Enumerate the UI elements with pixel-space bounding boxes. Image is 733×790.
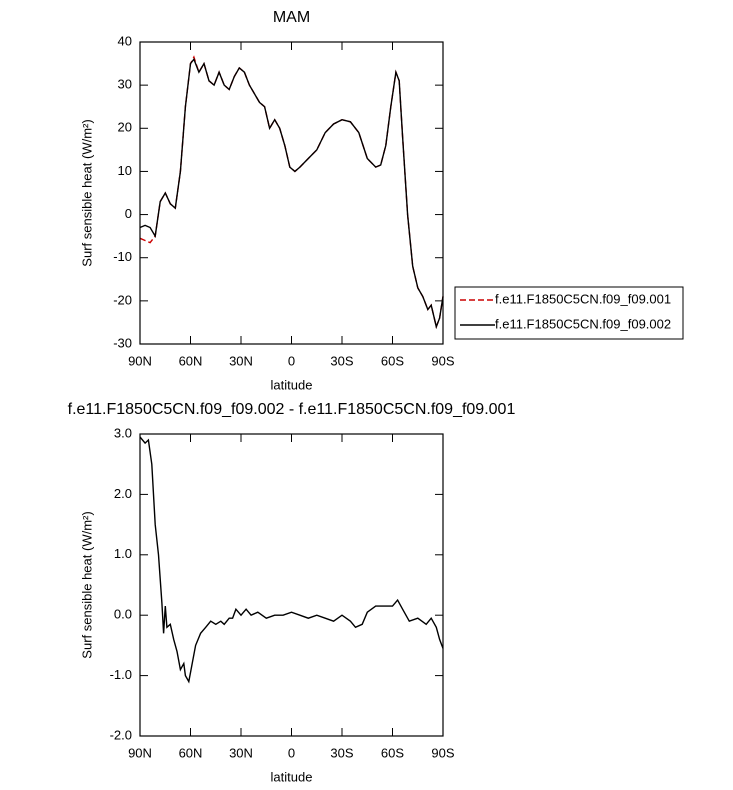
y-tick-label: -10 [113, 249, 132, 264]
y-axis-label: Surf sensible heat (W/m²) [79, 119, 94, 266]
x-tick-label: 60S [381, 353, 404, 368]
legend-label: f.e11.F1850C5CN.f09_f09.002 [495, 316, 671, 331]
data-line [139, 57, 444, 330]
y-tick-label: 3.0 [114, 425, 132, 440]
x-tick-label: 90N [128, 745, 152, 760]
plot-frame [139, 41, 444, 345]
data-line [139, 436, 444, 684]
y-tick-label: 0 [125, 206, 132, 221]
x-tick-label: 90S [431, 745, 454, 760]
x-tick-label: 90S [431, 353, 454, 368]
plot-frame [139, 433, 444, 737]
y-tick-label: 10 [118, 163, 132, 178]
y-tick-label: 0.0 [114, 607, 132, 622]
data-line [139, 55, 444, 330]
x-tick-label: 30N [229, 745, 253, 760]
x-tick-label: 30S [330, 745, 353, 760]
x-tick-label: 90N [128, 353, 152, 368]
y-axis-label: Surf sensible heat (W/m²) [79, 511, 94, 658]
y-tick-label: -1.0 [110, 667, 132, 682]
y-tick-label: -20 [113, 292, 132, 307]
y-tick-label: 40 [118, 33, 132, 48]
chart-title: f.e11.F1850C5CN.f09_f09.002 - f.e11.F185… [68, 401, 516, 418]
x-axis-label: latitude [271, 769, 313, 784]
y-tick-label: 20 [118, 120, 132, 135]
y-tick-label: 1.0 [114, 546, 132, 561]
legend-box [454, 286, 684, 340]
x-tick-label: 60S [381, 745, 404, 760]
x-tick-label: 0 [288, 353, 295, 368]
y-tick-label: -30 [113, 335, 132, 350]
x-tick-label: 0 [288, 745, 295, 760]
chart-title: MAM [273, 9, 310, 26]
y-tick-label: 2.0 [114, 486, 132, 501]
legend-label: f.e11.F1850C5CN.f09_f09.001 [495, 291, 671, 306]
x-tick-label: 60N [179, 745, 203, 760]
x-tick-label: 60N [179, 353, 203, 368]
y-tick-label: 30 [118, 77, 132, 92]
x-axis-label: latitude [271, 377, 313, 392]
x-tick-label: 30S [330, 353, 353, 368]
y-tick-label: -2.0 [110, 727, 132, 742]
x-tick-label: 30N [229, 353, 253, 368]
